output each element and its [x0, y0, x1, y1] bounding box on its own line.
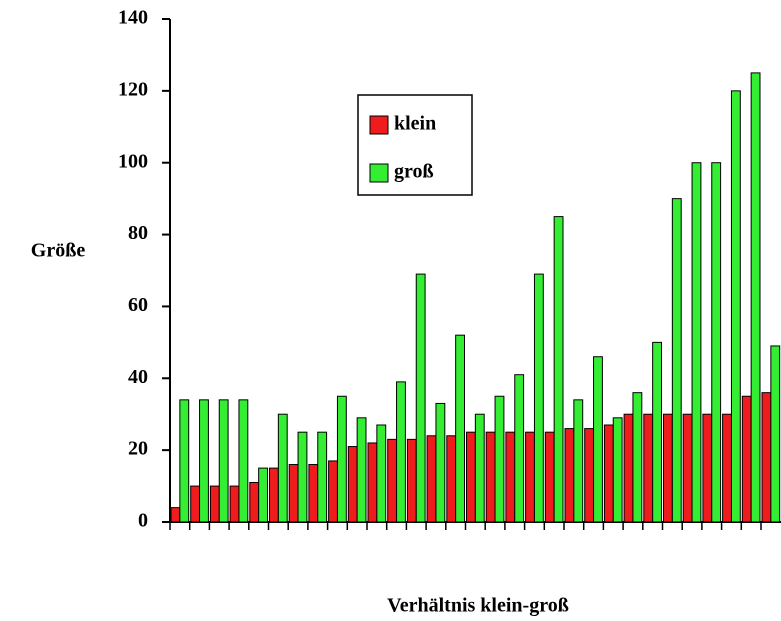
bar	[277, 413, 288, 523]
bar	[426, 435, 437, 523]
y-tick-label: 0	[138, 510, 148, 532]
bar	[632, 392, 643, 523]
bar	[593, 356, 603, 523]
bar	[533, 273, 544, 523]
bar	[741, 395, 752, 523]
bar	[702, 413, 713, 523]
bar	[544, 431, 555, 523]
bar	[573, 399, 584, 523]
bar	[297, 431, 308, 523]
bar	[229, 485, 240, 523]
bar	[750, 72, 761, 523]
bar	[671, 198, 682, 523]
bar	[770, 345, 781, 523]
y-tick-label: 100	[118, 150, 148, 172]
bar	[682, 413, 693, 523]
bar	[209, 485, 220, 523]
bar	[466, 431, 476, 523]
bar	[288, 464, 299, 523]
legend-label: groß	[394, 161, 434, 183]
legend-label: klein	[394, 113, 436, 135]
bar	[170, 507, 181, 523]
bar	[258, 467, 268, 523]
bar	[474, 413, 485, 523]
bar	[623, 413, 634, 523]
y-axis-label: Größe	[31, 240, 86, 262]
y-tick-label: 120	[118, 78, 148, 100]
bar	[494, 395, 505, 523]
bar	[435, 402, 446, 523]
bar	[691, 162, 702, 523]
bar	[308, 464, 319, 523]
legend-swatch	[369, 115, 389, 135]
bar	[336, 395, 347, 523]
bar	[446, 435, 457, 523]
x-axis-label: Verhältnis klein-groß	[387, 595, 569, 617]
bar	[249, 481, 260, 523]
bar	[387, 438, 398, 523]
bar	[179, 399, 190, 523]
bar	[711, 162, 722, 523]
bar	[328, 460, 338, 523]
bar	[652, 341, 663, 523]
bar	[356, 417, 367, 523]
bar	[199, 399, 209, 523]
bar	[730, 90, 741, 523]
y-tick-label: 20	[128, 438, 148, 460]
y-tick-label: 80	[128, 222, 148, 244]
bar	[612, 417, 623, 523]
y-tick-label: 140	[118, 7, 148, 29]
bar	[376, 424, 387, 523]
y-tick-label: 40	[128, 366, 148, 388]
bar	[603, 424, 614, 523]
bar	[317, 431, 328, 523]
bar	[505, 431, 516, 523]
bar	[238, 399, 249, 523]
bar	[455, 334, 465, 523]
y-tick-label: 60	[128, 294, 148, 316]
bar	[190, 485, 201, 523]
bar	[553, 216, 564, 523]
bar	[367, 442, 378, 523]
bar	[347, 446, 358, 523]
bar	[514, 374, 525, 523]
bar	[218, 399, 229, 523]
bar	[396, 381, 406, 523]
bar	[584, 428, 595, 523]
legend-swatch	[369, 163, 389, 183]
bar	[415, 273, 426, 523]
bar	[525, 431, 535, 523]
bar	[722, 413, 732, 523]
bar	[564, 428, 575, 523]
bar	[269, 467, 279, 523]
bar	[761, 392, 772, 523]
bar	[663, 413, 673, 523]
bar	[643, 413, 654, 523]
bar	[485, 431, 496, 523]
bar	[406, 438, 417, 523]
